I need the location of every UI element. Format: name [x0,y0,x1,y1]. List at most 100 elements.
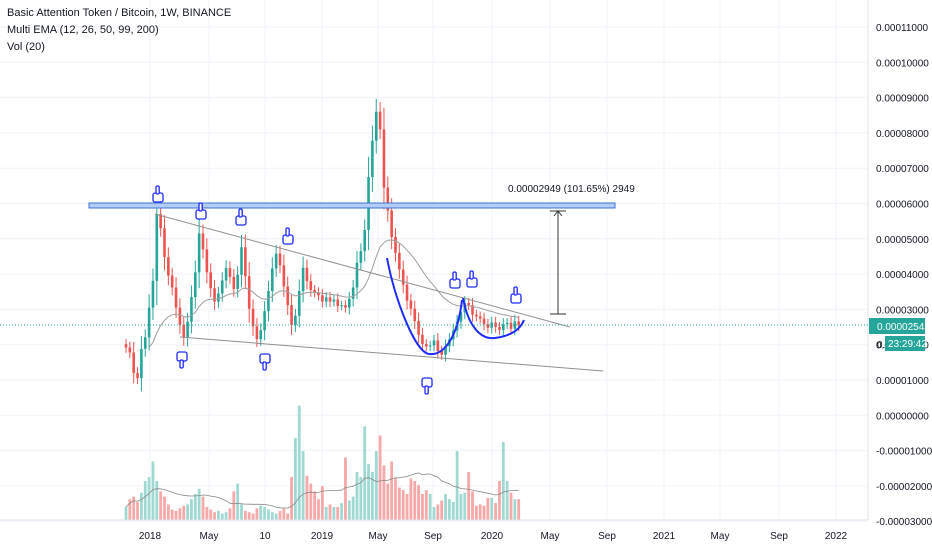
volume-bar [124,507,128,520]
candle-body [374,111,378,141]
x-tick-label: May [369,531,388,542]
chart-title: Basic Attention Token / Bitcoin, 1W, BIN… [7,7,232,19]
candle-body [378,111,382,130]
countdown-value: 23:29:42 [888,339,927,350]
volume-bar [297,405,301,520]
candle-body [274,253,278,269]
x-tick-label: 10 [259,531,271,542]
candle-body [382,129,386,188]
price-tag-bg [869,318,925,334]
candle-body [159,214,162,229]
candle-body [259,330,263,340]
candle-body [513,321,517,329]
volume-bar [509,492,513,520]
pointing-hand-icon [449,271,461,289]
candle-body [478,316,482,319]
volume-bar [498,481,501,520]
candle-body [386,187,390,211]
volume-bar [371,471,374,520]
pointing-hand-icon [176,351,188,369]
volume-bar [344,457,347,520]
candle-body [247,276,251,309]
candle-body [332,299,336,302]
candle-body [409,300,413,309]
y-tick-label: 0.00000000 [876,411,929,422]
candle-body [220,280,224,294]
candle-body [170,275,174,288]
candle-body [305,267,309,282]
volume-bar [374,451,378,520]
candle-body [163,228,166,258]
volume-bar [486,497,490,520]
volume-bar [186,504,189,520]
candle-body [213,288,216,302]
volume-bar [440,500,444,520]
cup-curve-2[interactable] [462,297,525,340]
upper-trendline[interactable] [154,213,571,328]
candle-body [224,268,228,281]
volume-bar [151,461,155,520]
volume-bar [159,491,163,520]
candle-body [201,233,205,250]
candle-body [197,233,201,273]
candle-body [174,287,178,308]
candle-body [155,214,159,281]
candle-body [413,308,417,322]
volume-legend: Vol (20) [7,41,45,53]
measure-label: 0.00002949 (101.65%) 2949 [508,184,635,195]
candle-body [405,284,409,301]
volume-bar [240,504,243,520]
candle-body [467,303,470,306]
volume-bar [505,481,509,520]
resistance-zone[interactable] [88,202,616,209]
volume-bar [501,442,505,520]
volume-bar [205,507,209,520]
y-tick-label: 0.00003000 [876,305,929,316]
volume-bar [409,478,413,520]
candle-body [421,334,424,344]
volume-bar [367,464,370,520]
hand-markers [152,185,522,395]
volume-bar [390,461,394,520]
lower-trendline[interactable] [179,336,604,372]
candle-body [282,265,286,287]
candle-body [324,297,328,302]
x-tick-label: May [541,531,560,542]
volume-bar [451,501,455,520]
candle-body [371,140,374,178]
volume-bar [417,484,420,520]
cup-curve-1[interactable] [386,257,463,356]
volume-bar [243,510,247,520]
pointing-hand-icon [235,208,247,226]
volume-bar [394,478,397,520]
candle-body [436,340,440,352]
candle-body [340,305,343,307]
candle-body [401,269,405,285]
volume-bar [405,494,409,520]
volume-bar [201,496,205,520]
candle-body [517,321,520,326]
volume-bar [328,504,332,520]
pointing-hand-icon [421,377,433,395]
volume-bar [255,508,259,520]
measure-arrow [553,210,563,217]
volume-bar [282,508,286,520]
candle-body [482,318,486,325]
time-axis[interactable]: 2018 May 10 2019 May Sep 2020 May Sep 2021 May Sep 2… [139,531,848,542]
volume-bar [274,513,278,520]
volume-bar [247,512,251,520]
candle-body [263,311,266,331]
price-axis[interactable]: 0.00011000 0.00010000 0.00009000 0.00008000… [876,23,932,528]
volume-bar [155,481,159,520]
candle-body [440,351,443,355]
candle-body [313,289,316,293]
candle-body [309,281,313,290]
candle-body [351,287,355,299]
y-tick-label: 0.00009000 [876,94,929,105]
volume-bar [382,465,386,520]
volume-bar [213,512,216,520]
candle-body [205,249,209,273]
candle-body [490,322,494,328]
candle-body [147,307,151,338]
